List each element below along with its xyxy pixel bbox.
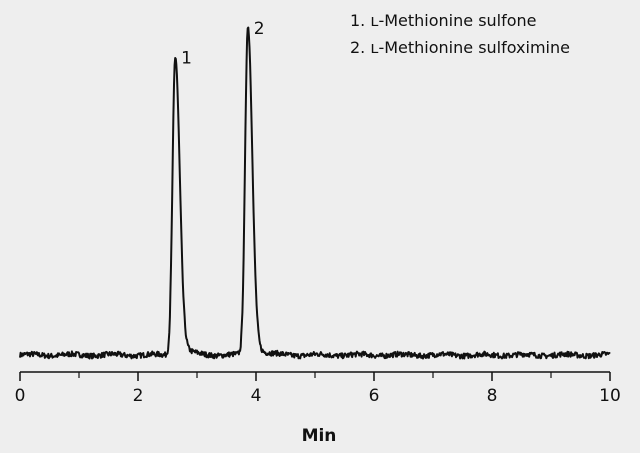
peak-label-1: 1 bbox=[181, 48, 192, 68]
peak-label-2: 2 bbox=[254, 19, 265, 39]
x-tick-label: 0 bbox=[15, 386, 26, 406]
chromatogram-trace bbox=[19, 26, 611, 360]
x-tick-label: 4 bbox=[251, 386, 262, 406]
x-axis-label: Min bbox=[302, 426, 337, 446]
x-axis: 0 2 4 6 8 10 bbox=[15, 371, 621, 406]
legend-entry-1: 1. ʟ-Methionine sulfone bbox=[350, 11, 537, 30]
x-tick-label: 6 bbox=[369, 386, 380, 406]
x-tick-label: 8 bbox=[487, 386, 498, 406]
x-tick-label: 2 bbox=[133, 386, 144, 406]
x-tick-label: 10 bbox=[599, 386, 621, 406]
legend-entry-2: 2. ʟ-Methionine sulfoximine bbox=[350, 38, 570, 57]
